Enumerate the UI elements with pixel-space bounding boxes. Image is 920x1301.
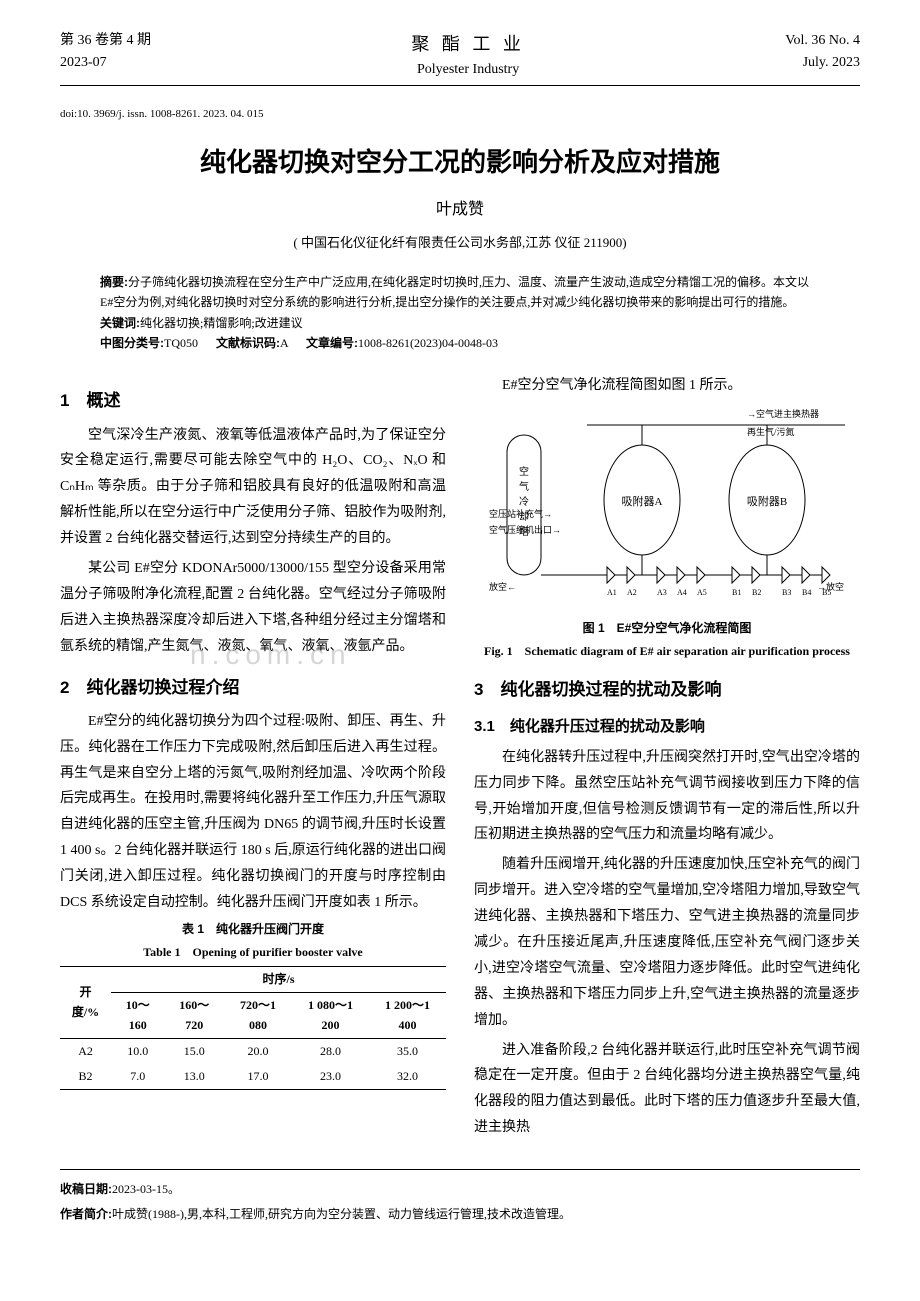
table-1-r0-v3: 28.0 (292, 1038, 369, 1064)
fig-label-adsorber-a: 吸附器A (622, 494, 663, 508)
article-id-label: 文章编号: (306, 336, 358, 350)
clc-label: 中图分类号: (100, 336, 164, 350)
table-1-time-1: 160～720 (165, 993, 224, 1038)
abstract-label: 摘要: (100, 275, 128, 289)
section-3-1-p2: 随着升压阀增开,纯化器的升压速度加快,压空补充气的阀门同步增开。进入空冷塔的空气… (474, 852, 860, 1033)
section-3-1-p3: 进入准备阶段,2 台纯化器并联运行,此时压空补充气调节阀稳定在一定开度。但由于 … (474, 1038, 860, 1142)
abstract-block: 摘要:分子筛纯化器切换流程在空分生产中广泛应用,在纯化器定时切换时,压力、温度、… (100, 272, 820, 354)
table-1-r0-v4: 35.0 (369, 1038, 446, 1064)
abstract-text: 摘要:分子筛纯化器切换流程在空分生产中广泛应用,在纯化器定时切换时,压力、温度、… (100, 272, 820, 313)
author-bio-label: 作者简介: (60, 1207, 112, 1221)
table-1-r1-v1: 13.0 (165, 1064, 224, 1090)
doi-line: doi:10. 3969/j. issn. 1008-8261. 2023. 0… (60, 106, 860, 124)
header-left: 第 36 卷第 4 期 2023-07 (60, 30, 151, 81)
fig-valve-a5: A5 (697, 588, 707, 597)
received-value: 2023-03-15。 (112, 1182, 180, 1196)
journal-name-en: Polyester Industry (417, 59, 519, 81)
table-1-r0-label: A2 (60, 1038, 111, 1064)
journal-name-cn: 聚 酯 工 业 (411, 30, 525, 59)
abstract-body: 分子筛纯化器切换流程在空分生产中广泛应用,在纯化器定时切换时,压力、温度、流量产… (100, 275, 809, 309)
table-1-title-en: Table 1 Opening of purifier booster valv… (60, 943, 446, 962)
fig-label-comp-out: 空气压缩机出口→ (489, 524, 561, 535)
table-1-r1-v3: 23.0 (292, 1064, 369, 1090)
doc-code-label: 文献标识码: (216, 336, 280, 350)
received-date-line: 收稿日期:2023-03-15。 (60, 1180, 860, 1199)
fig-label-comp-supply: 空压站补充气→ (489, 508, 552, 519)
running-header: 第 36 卷第 4 期 2023-07 聚 酯 工 业 Polyester In… (60, 30, 860, 86)
fig-valve-b3: B3 (782, 588, 791, 597)
date-cn: 2023-07 (60, 52, 107, 74)
classification-line: 中图分类号:TQ050 文献标识码:A 文章编号:1008-8261(2023)… (100, 333, 820, 353)
article-id-value: 1008-8261(2023)04-0048-03 (358, 336, 498, 350)
two-column-body: 1 概述 空气深冷生产液氮、液氧等低温液体产品时,为了保证空分安全稳定运行,需要… (60, 373, 860, 1145)
fig-label-cooling-tower: 空 (519, 465, 529, 478)
keywords-label: 关键词: (100, 316, 140, 330)
fig-valve-b2: B2 (752, 588, 761, 597)
svg-text:冷: 冷 (519, 495, 529, 508)
fig-valve-a4: A4 (677, 588, 687, 597)
page-footer: 收稿日期:2023-03-15。 作者简介:叶成赞(1988-),男,本科,工程… (60, 1169, 860, 1224)
fig-valve-b1: B1 (732, 588, 741, 597)
table-1-title-cn: 表 1 纯化器升压阀门开度 (60, 920, 446, 939)
fig-label-to-main-hx: →空气进主换热器 (747, 408, 819, 419)
table-1-time-3: 1 080～1 200 (292, 993, 369, 1038)
header-center: 聚 酯 工 业 Polyester Industry (411, 30, 525, 81)
section-3-1-p1: 在纯化器转升压过程中,升压阀突然打开时,空气出空冷塔的压力同步下降。虽然空压站补… (474, 745, 860, 849)
section-3-1-heading: 3.1 纯化器升压过程的扰动及影响 (474, 715, 860, 739)
fig-label-vent: 放空← (489, 581, 516, 592)
clc-value: TQ050 (164, 336, 198, 350)
figure-1-title-cn: 图 1 E#空分空气净化流程简图 (474, 619, 860, 638)
fig-valve-a2: A2 (627, 588, 637, 597)
table-1-r1-label: B2 (60, 1064, 111, 1090)
table-1-r1-v4: 32.0 (369, 1064, 446, 1090)
table-1-r1-v0: 7.0 (111, 1064, 165, 1090)
keywords-line: 关键词:纯化器切换;精馏影响;改进建议 (100, 313, 820, 333)
table-1: 开度/% 时序/s 10～160 160～720 720～1 080 1 080… (60, 966, 446, 1090)
vol-issue-cn: 第 36 卷第 4 期 (60, 30, 151, 52)
fig-valve-a1: A1 (607, 588, 617, 597)
fig-valve-b5: B5 (822, 588, 831, 597)
section-2-p1: E#空分的纯化器切换分为四个过程:吸附、卸压、再生、升压。纯化器在工作压力下完成… (60, 709, 446, 916)
left-column: 1 概述 空气深冷生产液氮、液氧等低温液体产品时,为了保证空分安全稳定运行,需要… (60, 373, 446, 1145)
fig-label-adsorber-b: 吸附器B (747, 494, 787, 508)
figure-intro: E#空分空气净化流程简图如图 1 所示。 (474, 373, 860, 399)
fig-valve-a3: A3 (657, 588, 667, 597)
table-1-time-0: 10～160 (111, 993, 165, 1038)
vol-issue-en: Vol. 36 No. 4 (785, 30, 860, 52)
section-2-heading: 2 纯化器切换过程介绍 (60, 674, 446, 701)
received-label: 收稿日期: (60, 1182, 112, 1196)
table-1-r0-v2: 20.0 (224, 1038, 292, 1064)
author-bio-value: 叶成赞(1988-),男,本科,工程师,研究方向为空分装置、动力管线运行管理,技… (112, 1207, 571, 1221)
date-en: July. 2023 (803, 52, 860, 74)
fig-valve-b4: B4 (802, 588, 811, 597)
table-1-colhdr: 时序/s (111, 967, 446, 993)
doc-code-value: A (280, 336, 288, 350)
table-1-r1-v2: 17.0 (224, 1064, 292, 1090)
keywords-text: 纯化器切换;精馏影响;改进建议 (140, 316, 303, 330)
article-title: 纯化器切换对空分工况的影响分析及应对措施 (60, 142, 860, 184)
section-3-heading: 3 纯化器切换过程的扰动及影响 (474, 676, 860, 703)
section-1-p1: 空气深冷生产液氮、液氧等低温液体产品时,为了保证空分安全稳定运行,需要尽可能去除… (60, 423, 446, 552)
table-1-time-2: 720～1 080 (224, 993, 292, 1038)
figure-1-diagram: 空 气 冷 却 塔 吸附器A 吸附器B →空气进主换热器 再生气/污氮 →放空 … (487, 405, 847, 615)
figure-1-title-en: Fig. 1 Schematic diagram of E# air separ… (474, 642, 860, 661)
header-right: Vol. 36 No. 4 July. 2023 (785, 30, 860, 81)
author-bio-line: 作者简介:叶成赞(1988-),男,本科,工程师,研究方向为空分装置、动力管线运… (60, 1205, 860, 1224)
affiliation: ( 中国石化仪征化纤有限责任公司水务部,江苏 仪征 211900) (60, 233, 860, 254)
table-1-time-4: 1 200～1 400 (369, 993, 446, 1038)
fig-label-regen-n2: 再生气/污氮 (747, 426, 795, 437)
right-column: E#空分空气净化流程简图如图 1 所示。 空 气 冷 却 塔 吸附器A 吸附器B… (474, 373, 860, 1145)
section-1-heading: 1 概述 (60, 387, 446, 414)
author-name: 叶成赞 (60, 197, 860, 223)
table-1-r0-v1: 15.0 (165, 1038, 224, 1064)
table-1-r0-v0: 10.0 (111, 1038, 165, 1064)
table-1-rowhdr: 开度/% (60, 967, 111, 1039)
svg-text:气: 气 (519, 480, 529, 493)
section-1-p2: 某公司 E#空分 KDONAr5000/13000/155 型空分设备采用常温分… (60, 556, 446, 660)
